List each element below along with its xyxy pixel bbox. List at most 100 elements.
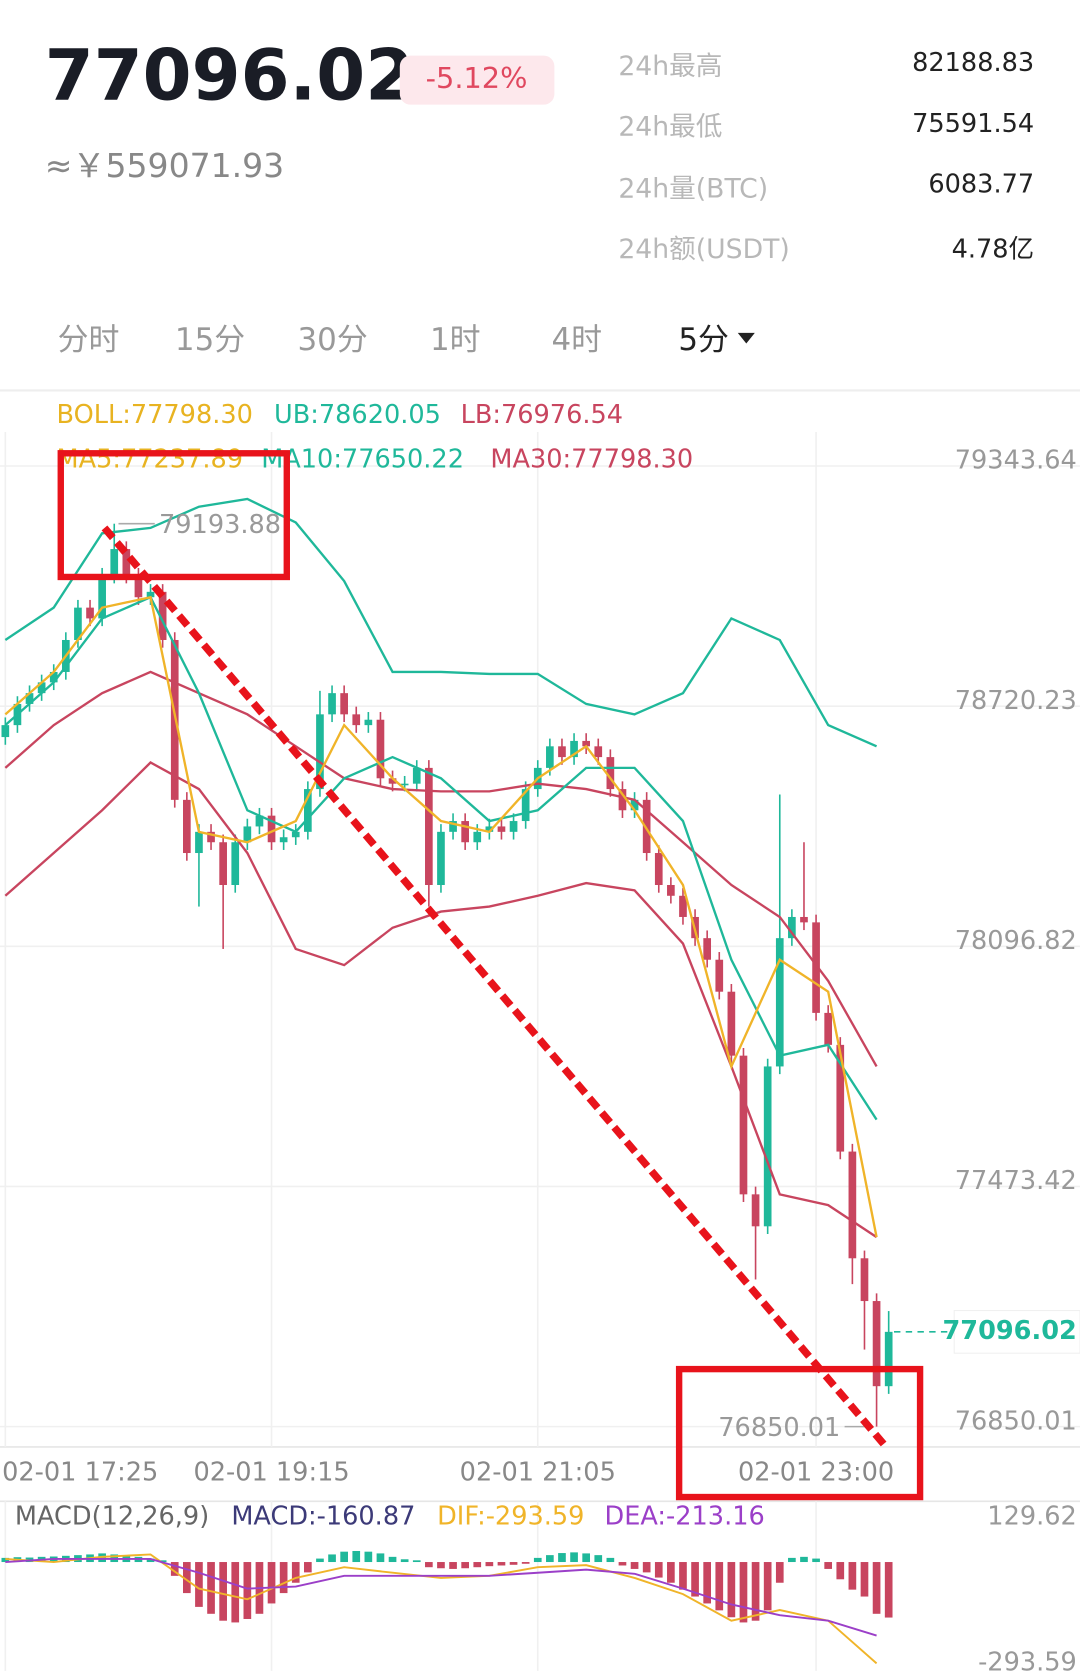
current-price: 77096.02 (942, 1316, 1076, 1346)
candle-body (521, 789, 530, 822)
macd-bar (788, 1557, 796, 1563)
macd-bar (800, 1556, 808, 1563)
legend-entry: MA10:77650.22 (261, 445, 464, 475)
candle-body (146, 591, 155, 598)
candle-body (412, 767, 421, 784)
candle-body (207, 831, 215, 843)
macd-bar (158, 1560, 167, 1563)
price-tag (953, 1310, 1080, 1354)
highlight-box (675, 1365, 924, 1501)
candle-body (364, 719, 373, 726)
macd-bar (231, 1562, 240, 1623)
candle-body (74, 607, 82, 640)
macd-bar (703, 1562, 712, 1604)
candle-body (316, 714, 324, 790)
tab[interactable]: 15分 (175, 322, 245, 358)
candle-body (618, 789, 627, 811)
change-pill (399, 55, 555, 105)
indicator-line (4, 670, 878, 1068)
candle-body (497, 826, 506, 832)
legend-entry: BOLL:77798.30 (57, 400, 253, 430)
candle-body (219, 842, 227, 885)
candle-body (243, 826, 252, 843)
candle-body (679, 895, 687, 917)
stat-label: 24h量(BTC) (618, 173, 768, 204)
stat-value: 6083.77 (928, 170, 1034, 200)
candle-body (183, 799, 191, 854)
tab[interactable]: 1时 (430, 322, 481, 358)
candle-body (872, 1301, 881, 1387)
macd-bar (775, 1562, 784, 1583)
candle-body (291, 831, 300, 838)
candle-body (37, 682, 46, 694)
candle-body (751, 1194, 760, 1227)
macd-bar (1, 1557, 10, 1563)
macd-bar (207, 1562, 215, 1614)
stat-value: 4.78亿 (952, 235, 1035, 265)
candle-body (376, 719, 385, 779)
candle-body (449, 821, 457, 832)
macd-bar (243, 1562, 252, 1619)
candle-body (800, 916, 808, 923)
dropdown-arrow[interactable] (737, 332, 755, 344)
candle-body (279, 837, 288, 843)
macd-bar (824, 1562, 833, 1569)
candle-body (642, 799, 651, 854)
macd-bar (449, 1562, 457, 1569)
macd-bar (582, 1553, 591, 1563)
macd-bar (812, 1558, 820, 1563)
user-annotations (57, 450, 924, 1501)
candle-body (158, 591, 167, 640)
candle-body (425, 767, 433, 885)
legend-entry: LB:76976.54 (461, 400, 623, 430)
plot: 79343.64 78720.23 78096.82 77473.42 76850.01… (0, 400, 1080, 1671)
indicator-line (4, 595, 878, 1238)
macd-bar (291, 1562, 300, 1583)
tab-active[interactable]: 5分 (678, 322, 729, 358)
macd-bar (388, 1556, 397, 1563)
candle-body (703, 938, 712, 960)
cny-price: ≈￥559071.93 (45, 146, 284, 185)
macd-tick-label: 129.62 (987, 1501, 1077, 1531)
stat-value: 82188.83 (912, 48, 1034, 78)
candle-body (836, 1044, 845, 1152)
tab[interactable]: 分时 (58, 322, 120, 358)
candle-body (594, 746, 603, 758)
candle-body (824, 1012, 833, 1045)
tab[interactable]: 4时 (551, 322, 602, 358)
y-tick-label: 76850.01 (955, 1406, 1077, 1436)
macd-bar (437, 1562, 445, 1569)
candle-body (763, 1066, 772, 1227)
macd-bar (667, 1562, 675, 1583)
macd-bar (376, 1553, 385, 1563)
candle-body (558, 746, 566, 758)
y-tick-label: 78096.82 (955, 926, 1077, 956)
macd-bar (340, 1551, 348, 1563)
tab[interactable]: 30分 (298, 322, 368, 358)
macd-bar (328, 1554, 336, 1563)
macd-bar (509, 1562, 518, 1565)
low-label: 76850.01 (718, 1413, 840, 1443)
change: -5.12% (426, 61, 528, 95)
candle-body (860, 1258, 869, 1302)
candle-body (509, 821, 518, 832)
macd-bar (727, 1562, 736, 1618)
y-tick-label: 77473.42 (955, 1166, 1077, 1196)
high-label: 79193.88 (159, 510, 281, 540)
legend-entry: MA5:77237.89 (57, 445, 244, 475)
macd-bar (546, 1555, 554, 1563)
macd-legend: MACD:-160.87 (231, 1501, 415, 1531)
candle-body (461, 821, 469, 843)
candle-body (1, 725, 10, 738)
candle-body (546, 746, 554, 768)
macd-bar (267, 1562, 276, 1604)
macd-bar (473, 1562, 482, 1568)
candle-body (788, 916, 796, 939)
candle-body (388, 778, 397, 784)
candle-body (654, 853, 663, 885)
candle-body (400, 783, 409, 786)
candle-body (134, 575, 143, 598)
macd-bar (183, 1562, 191, 1594)
legend-entry: MA30:77798.30 (490, 445, 693, 475)
